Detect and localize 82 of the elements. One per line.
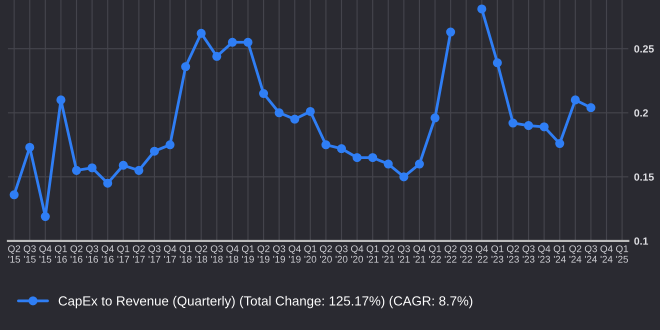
point [243, 38, 252, 47]
point [586, 103, 596, 112]
x-tick-label: Q2 '17 [132, 245, 145, 263]
point [446, 28, 456, 37]
x-tick-label: Q3 '20 [335, 245, 348, 263]
point [352, 153, 362, 162]
x-tick-label: Q2 '19 [258, 245, 270, 263]
x-tick-label: Q4 '16 [102, 245, 114, 263]
point [25, 142, 34, 152]
point [399, 172, 408, 182]
x-tick-label: Q3 '17 [148, 245, 161, 263]
y2-tick-label: 0.15 [634, 173, 654, 181]
point [368, 153, 378, 162]
x-tick-label: Q1 '25 [616, 245, 628, 263]
point [196, 28, 206, 38]
y2-tick-label: 0.25 [634, 45, 654, 53]
point [118, 160, 128, 170]
x-tick-label: Q2 '21 [382, 245, 394, 263]
point [166, 140, 175, 150]
x-tick-label: Q4 '21 [413, 245, 426, 263]
x-tick-label: Q3 '18 [210, 245, 223, 263]
x-tick-label: Q4 '24 [600, 245, 613, 263]
point [88, 163, 97, 172]
x-tick-label: Q4 '22 [476, 245, 488, 263]
x-tick-label: Q3 '19 [273, 245, 286, 263]
point [274, 108, 284, 118]
y2-tick-label: 0.2 [634, 109, 648, 117]
point [384, 160, 393, 169]
x-tick-label: Q2 '20 [320, 245, 332, 263]
x-tick-label: Q3 '22 [460, 245, 472, 263]
x-tick-label: Q1 '21 [366, 245, 379, 263]
x-tick-label: Q1 '16 [54, 245, 67, 263]
x-tick-label: Q3 '16 [86, 245, 98, 263]
x-tick-label: Q3 '24 [584, 245, 597, 263]
x-tick-label: Q2 '18 [195, 245, 208, 263]
x-tick-label: Q3 '21 [398, 245, 410, 263]
x-tick-label: Q1 '22 [429, 245, 442, 263]
x-tick-label: Q1 '17 [117, 245, 130, 263]
point [212, 52, 222, 61]
point [181, 62, 190, 72]
point [508, 118, 518, 128]
x-tick-label: Q4 '20 [351, 245, 364, 263]
x-tick-label: Q4 '15 [39, 245, 52, 263]
x-tick-label: Q4 '19 [288, 245, 301, 263]
x-tick-label: Q2 '23 [506, 245, 519, 263]
point [103, 178, 112, 188]
point [56, 95, 66, 104]
x-tick-label: Q2 '15 [8, 245, 20, 263]
x-tick-label: Q2 '16 [70, 245, 83, 263]
point [40, 212, 50, 222]
x-tick-label: Q3 '15 [24, 245, 36, 263]
x-tick-label: Q4 '17 [164, 245, 176, 263]
point [321, 140, 330, 150]
y2-tick-label: 0.1 [634, 237, 648, 245]
point [306, 106, 315, 116]
point [336, 144, 346, 154]
x-tick-label: Q2 '22 [444, 245, 457, 263]
point [555, 139, 564, 148]
point [492, 58, 502, 68]
point [524, 121, 534, 130]
point [228, 38, 237, 47]
point [259, 89, 268, 98]
x-tick-label: Q3 '23 [522, 245, 535, 263]
point [72, 166, 82, 175]
point [540, 122, 549, 132]
x-tick-label: Q4 '23 [538, 245, 550, 263]
point [477, 4, 486, 14]
x-tick-label: Q1 '23 [491, 245, 504, 263]
x-tick-label: Q4 '18 [226, 245, 239, 263]
point [10, 190, 19, 200]
x-tick-label: Q1 '20 [304, 245, 316, 263]
point [430, 113, 440, 122]
x-tick-label: Q2 '24 [569, 245, 582, 263]
x-tick-label: Q1 '19 [242, 245, 254, 263]
x-tick-label: Q1 '18 [180, 245, 192, 263]
point [150, 146, 159, 156]
legend-label: CapEx to Revenue (Quarterly) (Total Change: 125.17%) (CAGR: 8.7%) [58, 296, 472, 308]
point [290, 114, 300, 124]
point [134, 166, 144, 175]
point [570, 95, 580, 104]
x-tick-label: Q1 '24 [554, 245, 566, 263]
point [414, 160, 424, 169]
